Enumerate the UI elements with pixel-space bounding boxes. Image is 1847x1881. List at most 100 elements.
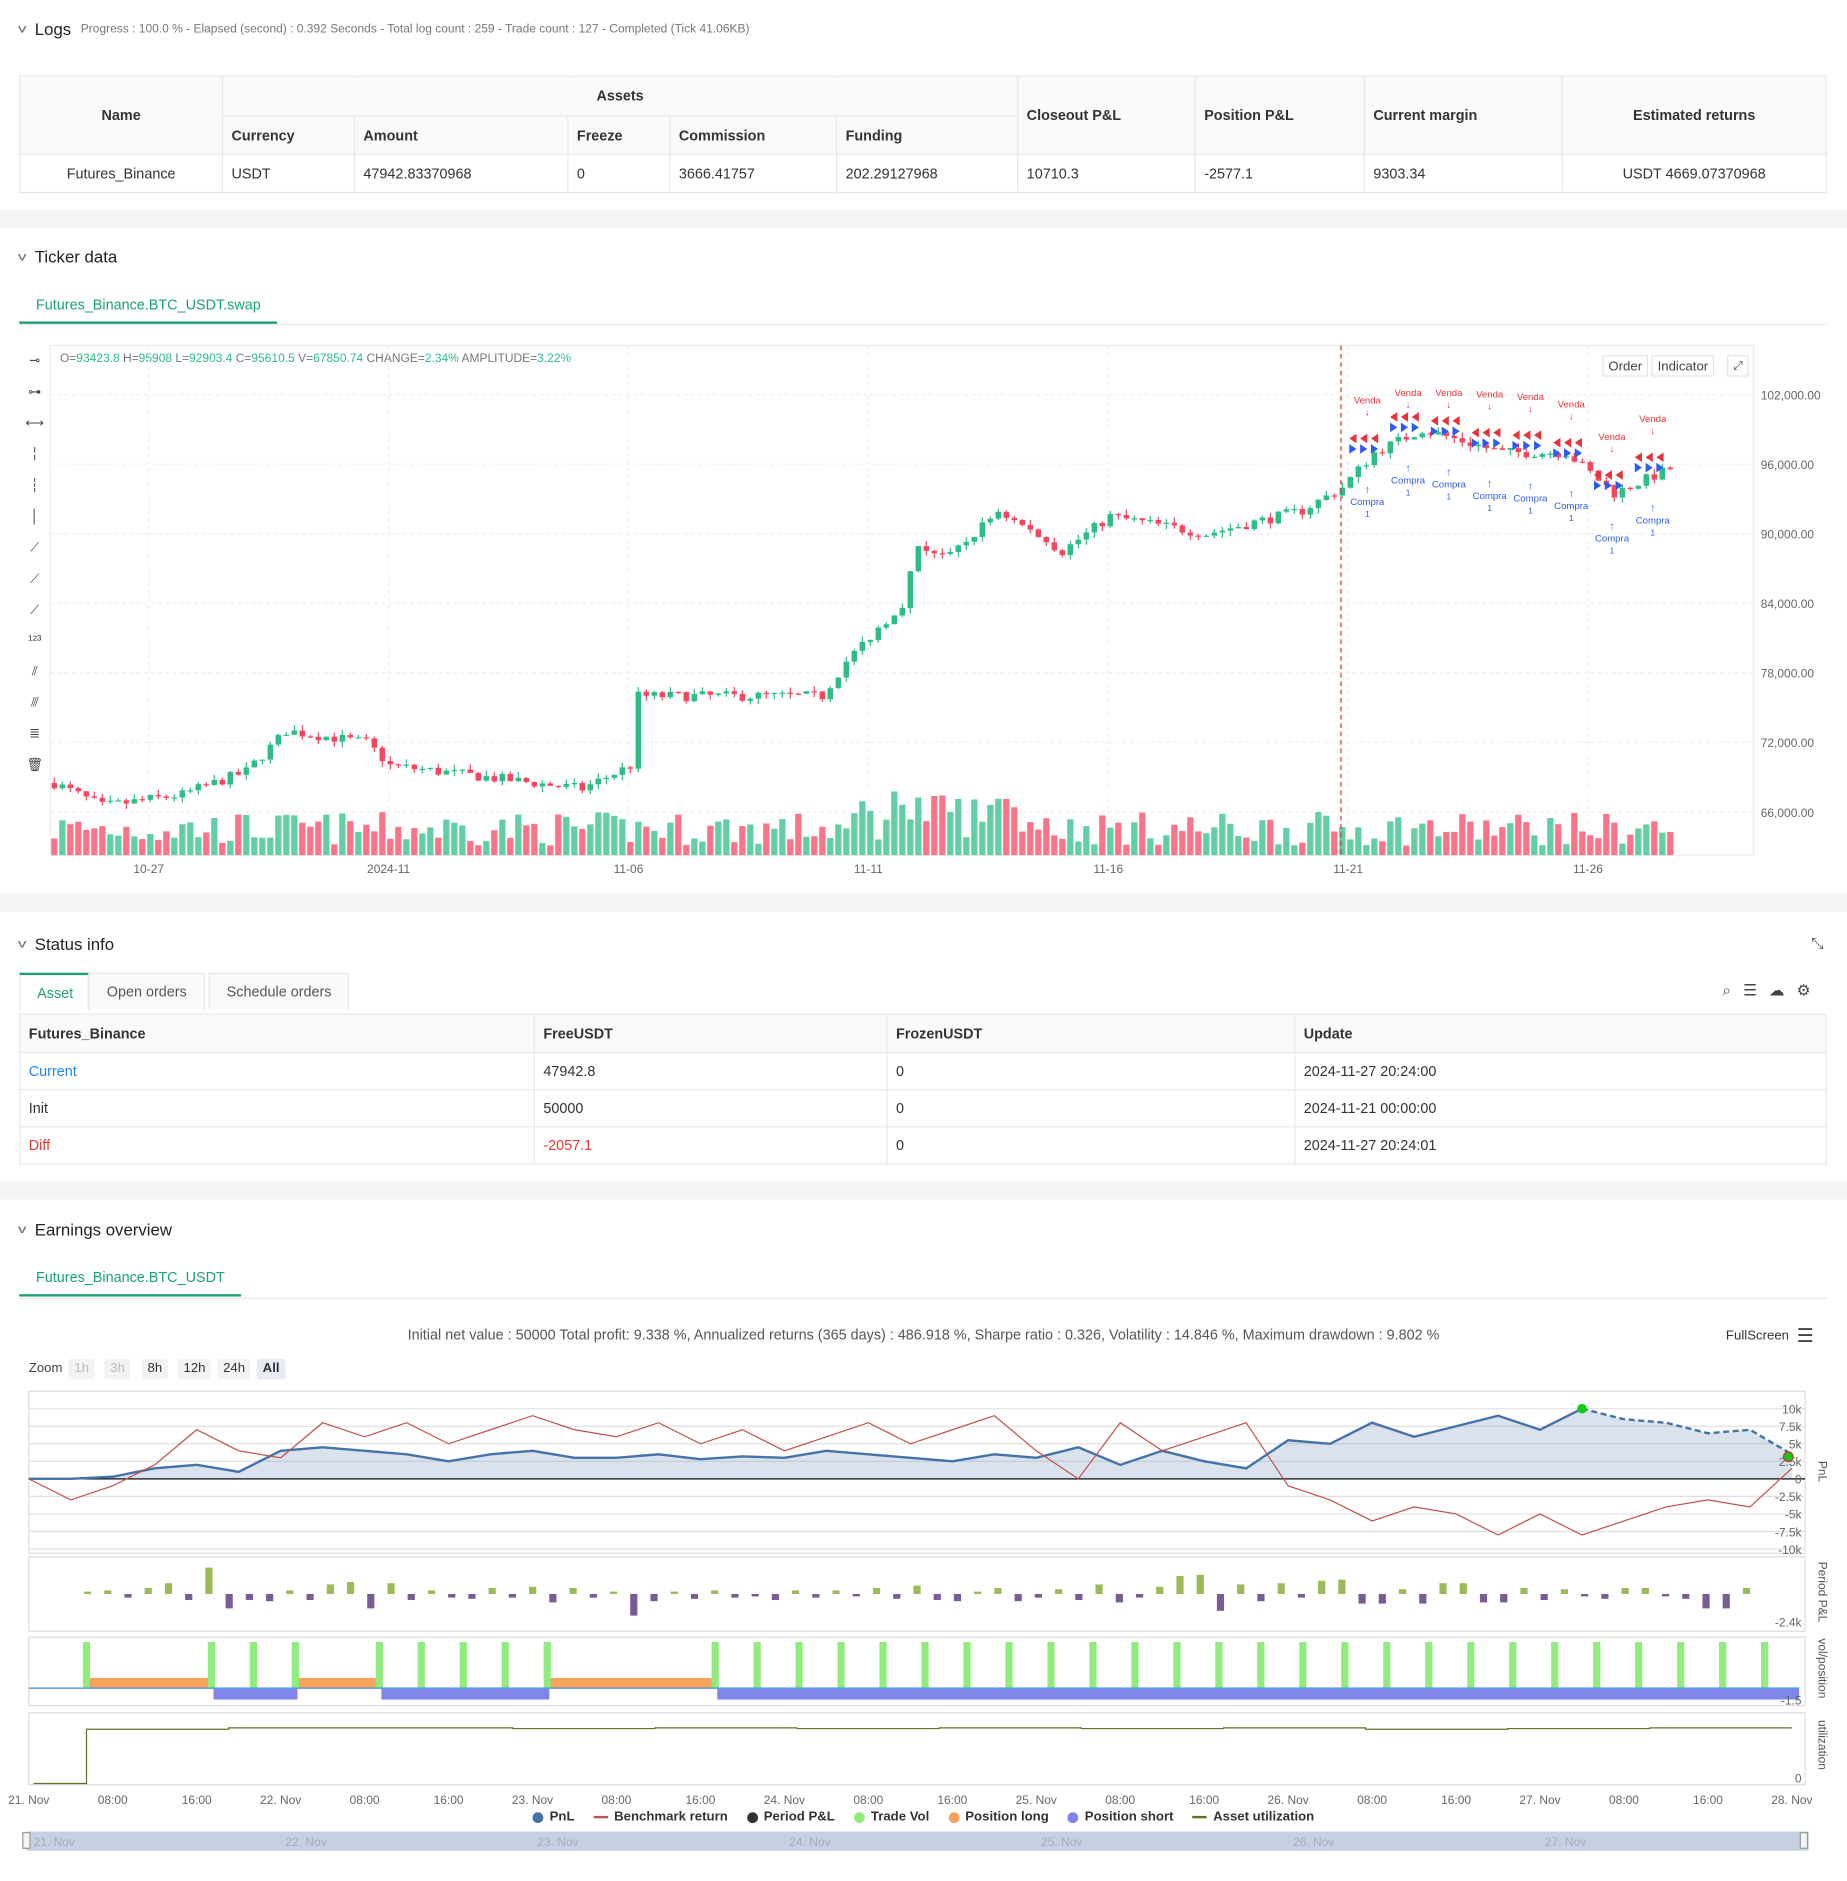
- period-pnl-bar: [104, 1590, 112, 1595]
- legend-period-pnl[interactable]: Period P&L: [746, 1810, 835, 1824]
- candle-body: [947, 552, 954, 555]
- buy-arrow-icon: ↑: [1650, 503, 1655, 515]
- legend-asset-utilization[interactable]: Asset utilization: [1192, 1810, 1314, 1824]
- sell-marker-icon: [1360, 433, 1368, 444]
- buy-marker-icon: [1441, 426, 1449, 437]
- horizontal-line-icon[interactable]: ⟷: [25, 416, 45, 431]
- volume-bar: [427, 827, 434, 856]
- volume-bar: [1219, 813, 1226, 856]
- period-pnl-bar: [387, 1583, 395, 1595]
- zoom-all[interactable]: All: [256, 1358, 286, 1380]
- candle-body: [1555, 453, 1562, 458]
- row-label-current[interactable]: Current: [19, 1051, 535, 1091]
- volume-bar: [1603, 813, 1610, 856]
- volume-bar: [643, 826, 650, 856]
- cell: 0: [886, 1126, 1296, 1165]
- trash-icon[interactable]: 🗑: [26, 758, 44, 773]
- trend-ray-icon[interactable]: ⟋: [30, 540, 40, 556]
- vertical-ray-icon[interactable]: ╎: [30, 447, 39, 462]
- volume-bar: [907, 819, 914, 856]
- zoom-1h[interactable]: 1h: [68, 1358, 96, 1380]
- period-pnl-bar: [1601, 1594, 1609, 1599]
- candle-body: [987, 518, 994, 523]
- legend-position-long[interactable]: Position long: [948, 1810, 1049, 1824]
- tab-open-orders[interactable]: Open orders: [88, 972, 205, 1010]
- buy-marker-icon: [1523, 440, 1531, 451]
- candle-body: [459, 769, 466, 771]
- period-pnl-bar: [893, 1594, 901, 1599]
- buy-marker-icon: [1452, 426, 1460, 437]
- zoom-24h[interactable]: 24h: [217, 1358, 252, 1380]
- logs-header[interactable]: v Logs Progress : 100.0 % - Elapsed (sec…: [18, 19, 750, 38]
- pitchfork-icon[interactable]: ⫻: [30, 695, 39, 711]
- buy-marker-icon: [1604, 480, 1612, 491]
- fibonacci-icon[interactable]: ≣: [29, 726, 41, 742]
- menu-icon[interactable]: ☰: [1796, 1326, 1814, 1347]
- volume-bar: [1019, 831, 1026, 856]
- tab-earnings-symbol[interactable]: Futures_Binance.BTC_USDT: [19, 1259, 242, 1297]
- volume-bar: [547, 845, 554, 856]
- trade-vol-bar: [1215, 1641, 1223, 1688]
- candle-body: [475, 772, 482, 781]
- status-toolbar: ⌕ ☰ ☁ ⚙: [1722, 981, 1810, 1000]
- volume-bar: [1355, 827, 1362, 856]
- v-label: V=: [294, 352, 314, 366]
- legend-trade-vol[interactable]: Trade Vol: [854, 1810, 929, 1824]
- volume-bar: [1227, 823, 1234, 856]
- fullscreen-button[interactable]: FullScreen: [1725, 1328, 1789, 1344]
- period-pnl-bar: [812, 1594, 820, 1598]
- period-pnl-bar: [1621, 1588, 1629, 1595]
- period-pnl-bar: [630, 1594, 638, 1616]
- tab-ticker-symbol[interactable]: Futures_Binance.BTC_USDT.swap: [19, 286, 278, 324]
- x-tick-label: 16:00: [434, 1793, 464, 1807]
- list-icon[interactable]: ☰: [1743, 981, 1758, 1000]
- parallel-channel-icon[interactable]: ⫽: [31, 664, 38, 679]
- period-pnl-bar: [245, 1594, 254, 1600]
- y-tick-label: 78,000.00: [1761, 667, 1815, 681]
- earnings-header[interactable]: v Earnings overview: [18, 1220, 172, 1239]
- candle-body: [691, 694, 698, 702]
- horizontal-ray-icon[interactable]: ⊸: [29, 353, 41, 369]
- earnings-chart[interactable]: 10k7.5k5k2.5k0-2.5k-5k-7.5k-10k-2.4k-1.5…: [0, 1379, 1847, 1859]
- candle-body: [523, 777, 530, 782]
- collapse-icon[interactable]: ⤡: [1811, 934, 1824, 953]
- legend-benchmark[interactable]: Benchmark return: [593, 1810, 728, 1824]
- zoom-12h[interactable]: 12h: [177, 1358, 212, 1380]
- ohlc-readout: O=93423.8 H=95908 L=92903.4 C=95610.5 V=…: [60, 353, 571, 366]
- period-pnl-bar: [407, 1594, 415, 1600]
- cloud-download-icon[interactable]: ☁: [1769, 981, 1785, 1000]
- sell-marker-icon: [1430, 416, 1439, 426]
- zoom-3h[interactable]: 3h: [104, 1358, 132, 1380]
- volume-bar: [1555, 824, 1562, 856]
- volume-bar: [459, 825, 466, 856]
- trade-vol-bar: [1551, 1641, 1559, 1688]
- candle-body: [339, 734, 346, 742]
- expand-icon[interactable]: ⤢: [1727, 355, 1749, 377]
- status-header[interactable]: v Status info: [18, 934, 114, 953]
- tab-schedule-orders[interactable]: Schedule orders: [208, 972, 350, 1010]
- search-icon[interactable]: ⌕: [1722, 981, 1732, 1000]
- legend-pnl[interactable]: PnL: [532, 1810, 575, 1824]
- trend-line-icon[interactable]: ⟋: [30, 572, 40, 587]
- price-label-icon[interactable]: ¹²³: [28, 633, 42, 648]
- order-button[interactable]: Order: [1602, 355, 1649, 377]
- gear-icon[interactable]: ⚙: [1796, 981, 1811, 1000]
- candle-body: [1075, 539, 1082, 545]
- candle-body: [1283, 509, 1290, 512]
- vertical-line-icon[interactable]: │: [30, 509, 39, 525]
- candlestick-chart[interactable]: 66,000.00 72,000.00 78,000.00 84,000.00 90,0…: [0, 336, 1847, 888]
- segment-icon[interactable]: ⟋: [30, 603, 40, 618]
- x-tick-label: 11-06: [614, 862, 644, 876]
- candle-body: [1027, 525, 1034, 530]
- col-closeout: Closeout P&L: [1017, 75, 1196, 155]
- horizontal-segment-icon[interactable]: ⊶: [28, 385, 42, 400]
- chevron-down-icon: v: [17, 250, 27, 264]
- tab-asset[interactable]: Asset: [19, 972, 89, 1010]
- legend-position-short[interactable]: Position short: [1068, 1810, 1174, 1824]
- vertical-segment-icon[interactable]: ┆: [30, 478, 39, 493]
- volume-bar: [947, 811, 954, 856]
- zoom-8h[interactable]: 8h: [141, 1358, 169, 1380]
- ticker-header[interactable]: v Ticker data: [17, 247, 117, 266]
- indicator-button[interactable]: Indicator: [1651, 355, 1715, 377]
- candle-body: [1267, 517, 1274, 524]
